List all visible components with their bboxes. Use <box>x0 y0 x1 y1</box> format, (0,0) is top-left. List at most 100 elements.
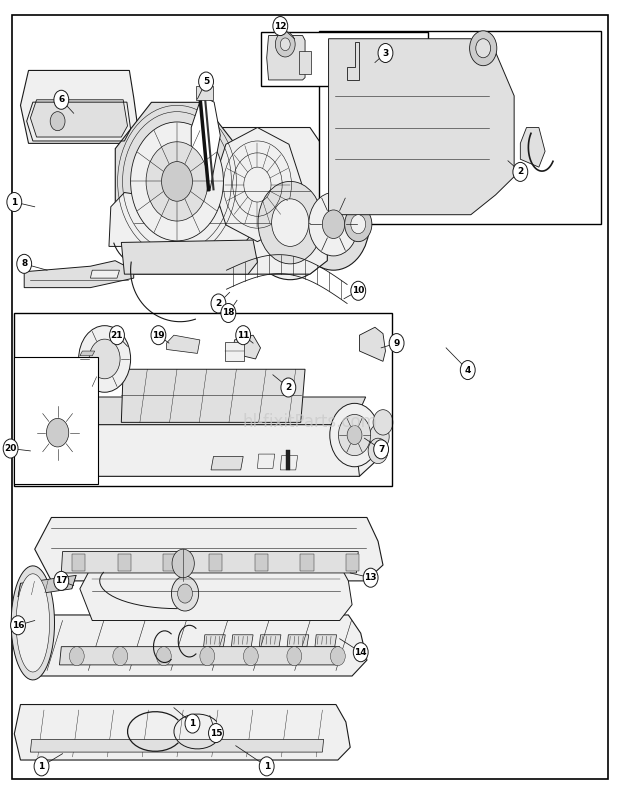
Circle shape <box>34 757 49 776</box>
Polygon shape <box>80 351 95 356</box>
Circle shape <box>185 714 200 733</box>
Polygon shape <box>24 421 375 476</box>
Circle shape <box>298 178 370 270</box>
Polygon shape <box>360 327 386 361</box>
Polygon shape <box>346 554 360 572</box>
Circle shape <box>221 303 236 322</box>
Circle shape <box>7 192 22 211</box>
Polygon shape <box>259 634 281 646</box>
Polygon shape <box>315 634 337 646</box>
Circle shape <box>172 576 198 611</box>
Circle shape <box>322 210 345 238</box>
Polygon shape <box>191 96 220 191</box>
Text: 10: 10 <box>352 287 365 295</box>
Circle shape <box>89 339 120 379</box>
Circle shape <box>46 418 69 447</box>
Polygon shape <box>347 42 360 80</box>
Circle shape <box>54 572 69 591</box>
Circle shape <box>11 616 25 634</box>
Bar <box>299 52 311 74</box>
Text: 1: 1 <box>264 762 270 771</box>
Circle shape <box>110 326 125 345</box>
Text: 3: 3 <box>383 48 389 57</box>
Polygon shape <box>24 260 134 287</box>
Circle shape <box>272 198 309 246</box>
Polygon shape <box>267 36 305 80</box>
Polygon shape <box>211 457 243 470</box>
Circle shape <box>198 72 213 91</box>
Circle shape <box>259 757 274 776</box>
Circle shape <box>151 326 166 345</box>
Text: 17: 17 <box>55 576 68 585</box>
Circle shape <box>156 646 171 665</box>
Polygon shape <box>300 554 314 572</box>
Circle shape <box>370 424 389 449</box>
Text: 13: 13 <box>365 573 377 582</box>
Circle shape <box>236 326 250 345</box>
Polygon shape <box>287 634 309 646</box>
Circle shape <box>347 426 362 445</box>
Text: 1: 1 <box>11 198 17 206</box>
Polygon shape <box>257 454 275 468</box>
Polygon shape <box>122 240 257 274</box>
Polygon shape <box>80 565 352 621</box>
Circle shape <box>172 549 194 578</box>
Circle shape <box>69 646 84 665</box>
Polygon shape <box>329 39 514 214</box>
Polygon shape <box>232 335 260 359</box>
Circle shape <box>79 326 131 392</box>
Text: hl-fixitParts.com: hl-fixitParts.com <box>242 414 378 431</box>
Polygon shape <box>109 192 251 246</box>
Polygon shape <box>118 554 131 572</box>
Circle shape <box>460 360 475 380</box>
Circle shape <box>281 378 296 397</box>
Circle shape <box>162 162 192 201</box>
Text: 5: 5 <box>203 77 209 86</box>
Circle shape <box>50 112 65 131</box>
Circle shape <box>373 410 393 435</box>
Polygon shape <box>60 646 340 665</box>
Polygon shape <box>20 615 367 676</box>
Text: 16: 16 <box>12 621 24 630</box>
Circle shape <box>330 403 379 467</box>
Circle shape <box>287 646 302 665</box>
Polygon shape <box>14 704 350 760</box>
Polygon shape <box>209 554 223 572</box>
Circle shape <box>374 440 389 459</box>
Polygon shape <box>18 419 41 438</box>
Circle shape <box>378 44 393 63</box>
Circle shape <box>211 294 226 313</box>
Polygon shape <box>11 566 55 680</box>
Circle shape <box>177 584 192 603</box>
Circle shape <box>351 281 366 300</box>
Circle shape <box>351 214 366 233</box>
Polygon shape <box>61 552 358 573</box>
Polygon shape <box>255 554 268 572</box>
Circle shape <box>513 163 528 181</box>
Text: 20: 20 <box>4 444 17 453</box>
Polygon shape <box>115 102 239 260</box>
Bar <box>196 86 213 100</box>
Circle shape <box>330 646 345 665</box>
Text: 6: 6 <box>58 95 64 104</box>
Text: 1: 1 <box>189 719 195 728</box>
Bar <box>14 357 98 484</box>
Polygon shape <box>213 128 302 241</box>
Text: 9: 9 <box>394 338 400 348</box>
Circle shape <box>345 206 372 241</box>
Text: 2: 2 <box>517 168 523 176</box>
Circle shape <box>54 91 69 110</box>
Circle shape <box>36 405 79 461</box>
Circle shape <box>146 142 208 221</box>
Text: 7: 7 <box>378 445 384 454</box>
Circle shape <box>389 333 404 353</box>
Polygon shape <box>203 634 225 646</box>
Circle shape <box>339 414 371 456</box>
Polygon shape <box>280 456 298 470</box>
Bar <box>286 450 290 470</box>
Text: 19: 19 <box>152 330 165 340</box>
Circle shape <box>280 38 290 51</box>
Text: 2: 2 <box>285 383 291 392</box>
Circle shape <box>3 439 18 458</box>
Circle shape <box>258 181 322 264</box>
